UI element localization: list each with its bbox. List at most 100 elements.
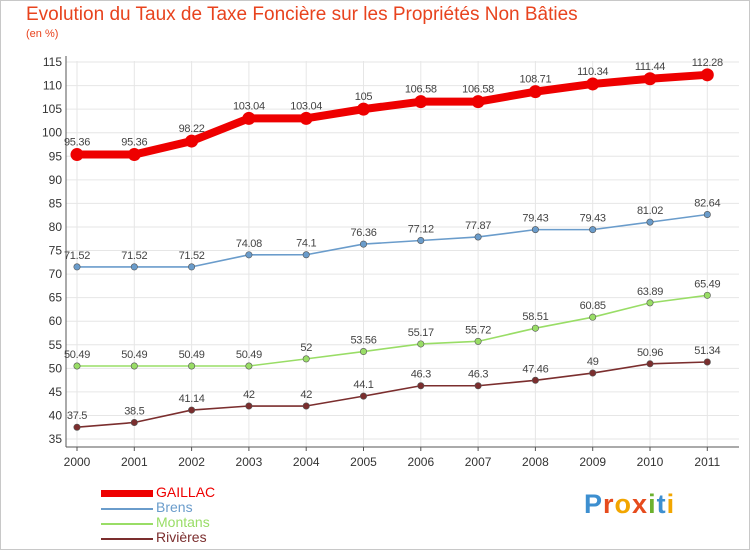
x-tick-label: 2005 [350,455,377,469]
data-label: 71.52 [64,250,90,262]
data-point [417,382,425,390]
data-point [414,95,428,109]
legend-swatch [101,508,153,510]
data-point [302,402,310,410]
data-point [531,226,539,234]
data-point [474,382,482,390]
x-tick-label: 2004 [293,455,320,469]
data-point [130,362,138,370]
x-tick-label: 2006 [407,455,434,469]
data-label: 50.49 [179,349,205,361]
data-point [531,376,539,384]
data-label: 106.58 [405,84,437,96]
data-label: 38.5 [124,406,144,418]
chart-title: Evolution du Taux de Taxe Foncière sur l… [26,4,578,25]
legend-label: GAILLAC [156,484,216,500]
data-point [589,313,597,321]
series-rivières [73,358,711,431]
data-point [586,77,600,91]
legend-label: Brens [156,499,193,515]
data-label: 74.08 [236,238,262,250]
data-label: 46.3 [468,369,488,381]
y-tick-label: 110 [43,79,62,93]
series-gaillac [70,68,714,162]
y-tick-label: 85 [49,196,63,210]
data-point [357,102,370,116]
y-tick-label: 35 [49,432,63,446]
data-point [359,392,367,400]
data-label: 81.02 [637,205,663,217]
data-point [703,210,711,218]
data-label: 60.85 [580,300,606,312]
y-axis-unit: (en %) [26,28,59,40]
data-label: 46.3 [411,369,431,381]
data-point [359,348,367,356]
data-point [245,402,253,410]
legend-label: Montans [156,514,210,530]
legend-swatch [101,490,153,497]
series-lines [70,68,714,431]
data-label: 71.52 [121,250,147,262]
axes: 35 40 45 50 55 60 65 70 75 80 85 90 95 100 105 110 115 20… [42,55,739,469]
data-label: 98.22 [179,123,205,135]
data-label: 82.64 [694,197,720,209]
data-point [646,360,654,368]
data-point [646,299,654,307]
data-point [703,358,711,366]
data-point [70,148,84,162]
data-point [589,369,597,377]
data-point [417,340,425,348]
data-point [474,233,482,241]
data-label: 79.43 [522,213,548,225]
series-line [76,294,709,367]
legend-label: Rivières [156,529,207,545]
data-label: 49 [587,356,599,368]
data-label: 55.17 [408,327,434,339]
data-point [474,337,482,345]
data-label: 74.1 [296,238,316,250]
x-tick-label: 2009 [579,455,606,469]
data-label: 41.14 [179,393,205,405]
data-label: 76.36 [350,227,376,239]
x-tick-label: 2003 [236,455,263,469]
data-label: 42 [300,389,312,401]
y-tick-label: 105 [42,102,62,116]
data-point [302,355,310,363]
data-label: 105 [355,91,373,103]
x-tick-label: 2002 [178,455,205,469]
data-label: 112.28 [692,57,723,69]
y-tick-label: 50 [49,361,63,375]
data-point [531,324,539,332]
data-point [589,226,597,234]
x-tick-label: 2007 [465,455,492,469]
data-label: 77.12 [408,224,434,236]
data-label: 58.51 [522,311,548,323]
data-point [127,148,141,162]
data-point [646,218,654,226]
data-labels: 95.36 95.36 98.22 103.04 103.04 105 106.58 106.… [64,57,723,422]
data-label: 52 [300,342,312,354]
y-tick-label: 55 [49,338,63,352]
x-tick-label: 2011 [694,455,720,469]
data-label: 95.36 [121,137,147,149]
series-line [76,361,709,429]
x-tick-label: 2001 [121,455,148,469]
y-tick-label: 65 [49,291,63,305]
x-tick-label: 2000 [64,455,91,469]
y-tick-label: 90 [49,173,63,187]
legend-swatch [101,538,153,540]
data-label: 63.89 [637,286,663,298]
y-tick-label: 100 [42,126,62,140]
y-tick-label: 70 [49,267,63,281]
y-tick-label: 60 [49,314,63,328]
data-label: 50.49 [121,349,147,361]
data-label: 108.71 [519,74,551,86]
x-tick-label: 2010 [637,455,664,469]
data-label: 50.49 [64,349,90,361]
data-point [471,95,485,109]
data-point [130,263,138,271]
data-label: 42 [243,389,255,401]
data-point [245,251,253,259]
y-tick-label: 80 [49,220,63,234]
data-point [73,263,81,271]
